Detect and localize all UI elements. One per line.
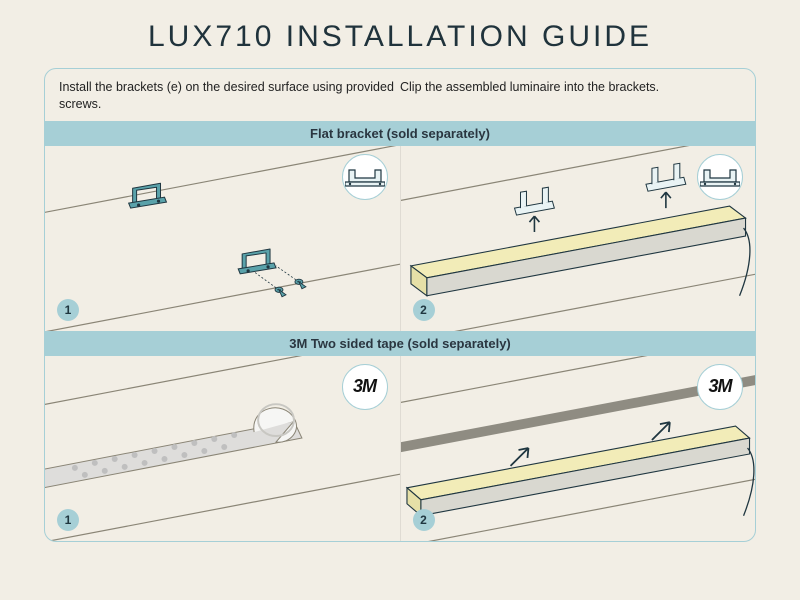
page: LUX710 INSTALLATION GUIDE Install the br…	[0, 0, 800, 600]
inset-bracket-icon	[342, 154, 388, 200]
instruction-left: Install the brackets (e) on the desired …	[59, 79, 400, 113]
bracket-icon	[345, 164, 385, 190]
panel-tape-2: 3M 2	[400, 356, 756, 541]
inset-3m-2: 3M	[697, 364, 743, 410]
bracket-icon	[700, 164, 740, 190]
panel-flat-1: 1	[45, 146, 400, 331]
panel-tape-1: 3M 1	[45, 356, 400, 541]
step-badge-1b: 1	[57, 509, 79, 531]
inset-bracket-icon-2	[697, 154, 743, 200]
inset-3m-1: 3M	[342, 364, 388, 410]
section-flat-bracket: Flat bracket (sold separately)	[45, 121, 755, 146]
step-badge-1a: 1	[57, 299, 79, 321]
row-flat: 1	[45, 146, 755, 331]
step-badge-2b: 2	[413, 509, 435, 531]
instruction-right: Clip the assembled luminaire into the br…	[400, 79, 741, 113]
logo-3m-icon: 3M	[708, 376, 731, 397]
instructions-row: Install the brackets (e) on the desired …	[45, 69, 755, 121]
row-tape: 3M 1	[45, 356, 755, 541]
page-title: LUX710 INSTALLATION GUIDE	[44, 20, 756, 54]
logo-3m-icon: 3M	[353, 376, 376, 397]
guide-frame: Install the brackets (e) on the desired …	[44, 68, 756, 542]
panel-flat-2: 2	[400, 146, 756, 331]
section-3m-tape: 3M Two sided tape (sold separately)	[45, 331, 755, 356]
step-badge-2a: 2	[413, 299, 435, 321]
